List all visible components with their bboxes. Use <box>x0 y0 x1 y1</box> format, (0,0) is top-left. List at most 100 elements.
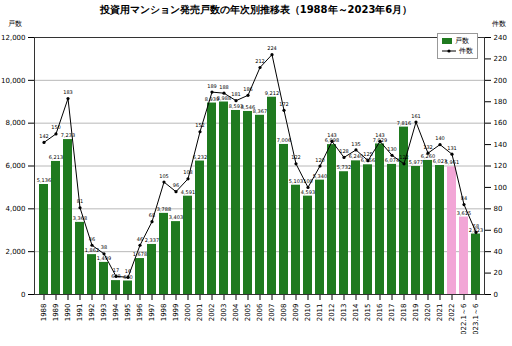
svg-text:2004: 2004 <box>232 303 240 321</box>
svg-text:2017: 2017 <box>388 304 396 322</box>
svg-text:100: 100 <box>494 184 507 192</box>
svg-text:17: 17 <box>113 267 119 273</box>
svg-text:8,988: 8,988 <box>217 95 231 101</box>
svg-text:3,368: 3,368 <box>73 215 87 221</box>
svg-text:2014: 2014 <box>352 303 360 321</box>
svg-text:142: 142 <box>39 133 49 139</box>
svg-text:135: 135 <box>351 141 361 147</box>
svg-text:2,000: 2,000 <box>5 248 25 256</box>
svg-text:1995: 1995 <box>124 304 132 322</box>
svg-text:2015: 2015 <box>364 304 372 322</box>
svg-text:3,788: 3,788 <box>157 206 171 212</box>
svg-text:161: 161 <box>411 113 421 119</box>
svg-text:128: 128 <box>339 148 349 154</box>
svg-text:6,213: 6,213 <box>49 154 63 160</box>
svg-text:2005: 2005 <box>244 304 252 322</box>
svg-text:40: 40 <box>494 248 503 256</box>
svg-text:2020: 2020 <box>424 304 432 322</box>
svg-text:2003: 2003 <box>220 304 228 322</box>
svg-text:220: 220 <box>494 55 507 63</box>
svg-text:140: 140 <box>494 141 507 149</box>
svg-text:120: 120 <box>315 157 325 163</box>
svg-text:9,212: 9,212 <box>265 90 279 96</box>
svg-text:2001: 2001 <box>196 304 204 322</box>
svg-text:2010: 2010 <box>304 304 312 322</box>
svg-text:0: 0 <box>494 291 498 299</box>
svg-text:122: 122 <box>291 154 301 160</box>
svg-text:181: 181 <box>231 91 241 97</box>
svg-text:186: 186 <box>243 86 253 92</box>
svg-text:1997: 1997 <box>148 304 156 322</box>
svg-text:143: 143 <box>327 132 337 138</box>
svg-text:105: 105 <box>159 173 169 179</box>
svg-text:152: 152 <box>195 122 205 128</box>
svg-text:60: 60 <box>494 226 503 234</box>
svg-text:224: 224 <box>267 45 277 51</box>
svg-text:172: 172 <box>279 101 289 107</box>
svg-text:1998: 1998 <box>160 304 168 322</box>
svg-text:125: 125 <box>363 151 373 157</box>
svg-text:6,998: 6,998 <box>325 137 339 143</box>
svg-text:1994: 1994 <box>112 303 120 321</box>
svg-text:1988: 1988 <box>40 304 48 322</box>
svg-text:4,000: 4,000 <box>5 205 25 213</box>
svg-text:8,367: 8,367 <box>253 108 267 114</box>
svg-text:4,591: 4,591 <box>181 189 195 195</box>
svg-text:150: 150 <box>51 124 61 130</box>
svg-text:143: 143 <box>375 132 385 138</box>
svg-text:140: 140 <box>435 135 445 141</box>
svg-text:68: 68 <box>149 212 155 218</box>
svg-text:2009: 2009 <box>292 304 300 322</box>
svg-text:1992: 1992 <box>88 304 96 322</box>
svg-text:4,593: 4,593 <box>301 189 315 195</box>
svg-text:131: 131 <box>447 145 457 151</box>
svg-text:2007: 2007 <box>268 304 276 322</box>
svg-text:188: 188 <box>219 84 229 90</box>
svg-text:2008: 2008 <box>280 304 288 322</box>
svg-text:183: 183 <box>63 89 73 95</box>
svg-text:200: 200 <box>494 77 507 85</box>
svg-text:108: 108 <box>183 169 193 175</box>
svg-text:1990: 1990 <box>64 304 72 322</box>
svg-text:3,615: 3,615 <box>457 210 471 216</box>
svg-text:5,103: 5,103 <box>289 178 303 184</box>
svg-text:2000: 2000 <box>184 304 192 322</box>
svg-text:6,000: 6,000 <box>5 162 25 170</box>
svg-text:189: 189 <box>207 83 217 89</box>
svg-text:100: 100 <box>303 178 313 184</box>
svg-text:180: 180 <box>494 98 507 106</box>
svg-text:1993: 1993 <box>100 304 108 322</box>
svg-text:12,000: 12,000 <box>1 34 26 42</box>
svg-text:20: 20 <box>494 269 503 277</box>
svg-text:1,499: 1,499 <box>97 255 111 261</box>
svg-text:38: 38 <box>101 244 107 250</box>
svg-text:1989: 1989 <box>52 304 60 322</box>
svg-text:80: 80 <box>494 205 503 213</box>
svg-text:1,678: 1,678 <box>133 251 147 257</box>
svg-text:212: 212 <box>255 58 265 64</box>
svg-text:2022.1～6: 2022.1～6 <box>460 303 468 334</box>
svg-text:2002: 2002 <box>208 304 216 322</box>
svg-text:160: 160 <box>494 119 507 127</box>
svg-text:2013: 2013 <box>340 304 348 322</box>
svg-text:1999: 1999 <box>172 304 180 322</box>
svg-text:46: 46 <box>137 236 143 242</box>
svg-text:1,862: 1,862 <box>85 247 99 253</box>
svg-text:132: 132 <box>423 144 433 150</box>
svg-text:2006: 2006 <box>256 303 264 321</box>
svg-text:2021: 2021 <box>436 304 444 322</box>
svg-text:6,232: 6,232 <box>193 154 207 160</box>
svg-text:1991: 1991 <box>76 304 84 322</box>
svg-text:2022: 2022 <box>448 304 456 322</box>
svg-text:2019: 2019 <box>412 304 420 322</box>
svg-text:7,816: 7,816 <box>397 120 411 126</box>
svg-text:122: 122 <box>399 154 409 160</box>
svg-text:240: 240 <box>494 34 507 42</box>
svg-text:10,000: 10,000 <box>1 77 26 85</box>
svg-text:96: 96 <box>173 182 179 188</box>
svg-text:5,732: 5,732 <box>337 164 351 170</box>
svg-text:5,136: 5,136 <box>37 177 51 183</box>
svg-text:58: 58 <box>473 223 479 229</box>
svg-text:2016: 2016 <box>376 303 384 321</box>
svg-text:2011: 2011 <box>316 304 324 322</box>
